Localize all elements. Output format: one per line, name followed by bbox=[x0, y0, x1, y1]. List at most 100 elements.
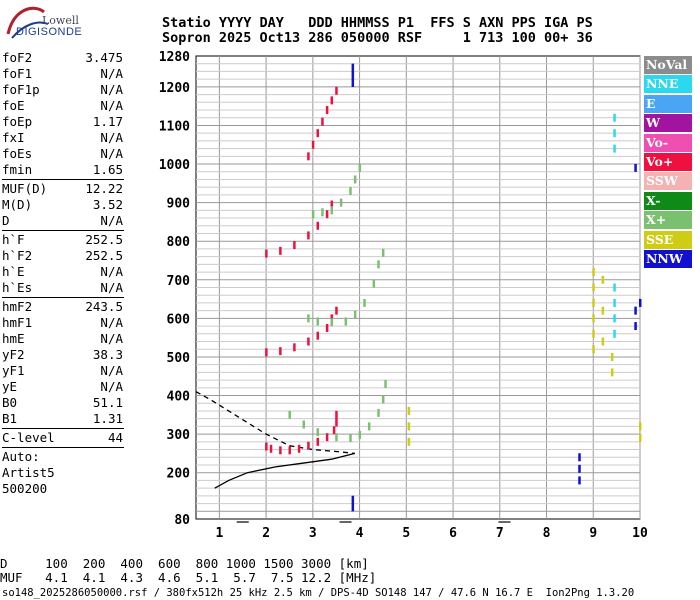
data-point bbox=[316, 129, 320, 138]
data-point bbox=[601, 306, 605, 315]
data-point bbox=[592, 345, 595, 354]
param-name: foF2 bbox=[2, 50, 33, 65]
param-value: 38.3 bbox=[92, 347, 123, 362]
data-point bbox=[358, 430, 362, 439]
data-point bbox=[407, 406, 411, 415]
data-point bbox=[332, 426, 336, 435]
data-point bbox=[407, 437, 411, 446]
data-point bbox=[311, 210, 315, 219]
data-point bbox=[325, 106, 329, 115]
param-name: MUF(D) bbox=[2, 181, 48, 196]
data-point bbox=[293, 343, 296, 352]
data-point bbox=[377, 408, 380, 417]
param-name: hmE bbox=[2, 331, 25, 346]
param-name: foF1p bbox=[2, 82, 40, 97]
data-point bbox=[601, 275, 605, 284]
param-name: yF2 bbox=[2, 347, 25, 362]
param-row: B0 51.1 bbox=[0, 395, 126, 411]
param-value: 1.65 bbox=[92, 162, 123, 177]
legend-item: X- bbox=[644, 191, 692, 210]
param-name: hmF2 bbox=[2, 299, 33, 314]
param-value: N/A bbox=[100, 130, 123, 145]
data-point bbox=[297, 444, 301, 453]
data-point bbox=[601, 337, 605, 346]
data-point bbox=[634, 163, 637, 172]
data-point bbox=[349, 187, 352, 196]
data-point bbox=[610, 352, 614, 361]
legend-item: Vo- bbox=[644, 133, 692, 152]
data-point bbox=[384, 379, 387, 388]
profile-curve bbox=[214, 452, 356, 489]
legend-item: NNE bbox=[644, 75, 692, 94]
data-point bbox=[613, 144, 616, 153]
x-tick-label: 2 bbox=[262, 526, 270, 541]
param-name: B1 bbox=[2, 411, 18, 426]
data-point bbox=[344, 317, 348, 326]
param-name: foF1 bbox=[2, 66, 33, 81]
param-value: N/A bbox=[100, 264, 123, 279]
param-row: h`F2 252.5 bbox=[0, 248, 126, 264]
data-point bbox=[351, 63, 355, 72]
data-point bbox=[265, 249, 268, 258]
data-point bbox=[381, 248, 385, 257]
param-name: h`Es bbox=[2, 280, 33, 295]
autoscale-info: Artist5 bbox=[2, 465, 55, 480]
param-value: 252.5 bbox=[85, 248, 123, 263]
data-point bbox=[353, 175, 357, 184]
param-row: MUF(D) 12.22 bbox=[0, 181, 126, 197]
data-point bbox=[578, 464, 581, 473]
data-point bbox=[316, 331, 320, 340]
param-row: hmF2 243.5 bbox=[0, 299, 126, 315]
param-row: hmF1 N/A bbox=[0, 315, 126, 331]
y-tick-label: 1280 bbox=[159, 50, 190, 65]
lowell-digisonde-logo: Lowell DIGISONDE bbox=[4, 4, 82, 40]
data-point bbox=[321, 208, 324, 217]
param-value: N/A bbox=[100, 379, 123, 394]
param-row: C-level 44 bbox=[0, 430, 126, 446]
data-point bbox=[279, 246, 282, 255]
param-row: hmE N/A bbox=[0, 331, 126, 347]
y-tick-label: 600 bbox=[167, 312, 191, 327]
legend-item: E bbox=[644, 94, 692, 113]
param-value: N/A bbox=[100, 213, 123, 228]
y-tick-label: 900 bbox=[167, 197, 191, 212]
param-separator bbox=[2, 230, 124, 231]
param-value: N/A bbox=[100, 331, 123, 346]
data-point bbox=[316, 221, 320, 230]
x-tick-label: 3 bbox=[309, 526, 317, 541]
param-name: fmin bbox=[2, 162, 33, 177]
footer-info: so148_2025286050000.rsf / 380fx512h 25 k… bbox=[2, 587, 635, 599]
data-point bbox=[349, 433, 352, 442]
data-point bbox=[367, 422, 371, 431]
data-point bbox=[351, 79, 355, 88]
header-block: Statio YYYY DAY DDD HHMMSS P1 FFS S AXN … bbox=[162, 16, 593, 46]
data-point bbox=[578, 453, 581, 462]
data-point bbox=[307, 231, 310, 240]
param-value: 243.5 bbox=[85, 299, 123, 314]
param-row: foEp 1.17 bbox=[0, 114, 126, 130]
data-point bbox=[335, 418, 338, 427]
x-tick-label: 7 bbox=[496, 526, 504, 541]
legend-item: SSE bbox=[644, 230, 692, 249]
param-separator bbox=[2, 297, 124, 298]
data-point bbox=[307, 441, 310, 450]
data-point bbox=[265, 442, 268, 451]
legend: NoVal NNE E W Vo- Vo+ SSW X- X+ SSE NNW bbox=[644, 56, 692, 269]
data-point bbox=[613, 314, 616, 323]
y-tick-label: 1200 bbox=[159, 81, 190, 96]
param-value: N/A bbox=[100, 280, 123, 295]
data-point bbox=[613, 283, 616, 292]
param-row: D N/A bbox=[0, 213, 126, 229]
param-name: foEp bbox=[2, 114, 33, 129]
header-row-1: Statio YYYY DAY DDD HHMMSS P1 FFS S AXN … bbox=[162, 15, 593, 31]
legend-item: W bbox=[644, 114, 692, 133]
param-name: foE bbox=[2, 98, 25, 113]
autoscale-info: Auto: bbox=[2, 449, 40, 464]
data-point bbox=[363, 298, 366, 307]
y-tick-label: 1100 bbox=[159, 119, 190, 134]
data-point bbox=[639, 298, 642, 307]
data-point bbox=[592, 298, 595, 307]
param-value: N/A bbox=[100, 98, 123, 113]
y-tick-label: 1000 bbox=[159, 158, 190, 173]
